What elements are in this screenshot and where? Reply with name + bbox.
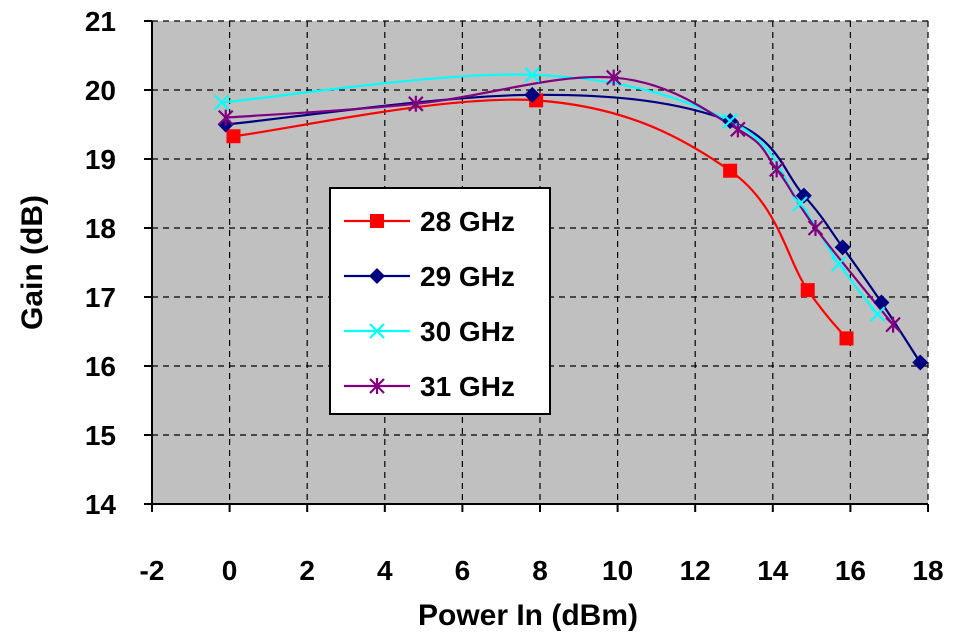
y-axis-title: Gain (dB): [16, 195, 49, 330]
data-point-31-ghz: [768, 161, 785, 178]
legend-marker-28-ghz: [370, 214, 384, 228]
legend-label-30-ghz: 30 GHz: [420, 316, 515, 347]
x-tick-label: 2: [299, 555, 315, 586]
data-point-30-ghz: [830, 256, 847, 272]
x-tick-labels: -2 0 2 4 6 8 10 12 14 16 18: [140, 555, 944, 586]
y-tick-label: 16: [85, 351, 116, 382]
data-point-31-ghz: [730, 121, 746, 138]
x-tick-label: 10: [602, 555, 633, 586]
y-tick-label: 15: [85, 420, 116, 451]
data-point-28-ghz: [226, 129, 241, 144]
series-markers-30-ghz: [214, 67, 886, 323]
x-tick-label: -2: [140, 555, 165, 586]
legend: 28 GHz 29 GHz 30 GHz 31 GHz: [329, 187, 551, 415]
data-point-28-ghz: [839, 331, 854, 346]
legend-label-29-ghz: 29 GHz: [420, 261, 515, 292]
data-point-29-ghz: [873, 294, 890, 311]
legend-marker-30-ghz: [369, 323, 385, 339]
y-tick-label: 14: [85, 489, 117, 520]
x-tick-label: 14: [757, 555, 789, 586]
y-tick-label: 17: [85, 282, 116, 313]
legend-label-31-ghz: 31 GHz: [420, 371, 515, 402]
data-point-30-ghz: [792, 196, 808, 212]
legend-marker-29-ghz: [369, 268, 385, 284]
legend-label-28-ghz: 28 GHz: [420, 206, 515, 237]
x-tick-label: 6: [455, 555, 471, 586]
x-tick-label: 18: [912, 555, 943, 586]
data-point-29-ghz: [524, 86, 541, 103]
y-tick-labels: 14 15 16 17 18 19 20 21: [85, 6, 117, 520]
data-point-28-ghz: [800, 283, 815, 298]
data-point-31-ghz: [807, 220, 824, 236]
x-tick-label: 4: [377, 555, 393, 586]
data-point-31-ghz: [885, 316, 901, 333]
legend-box: [329, 187, 551, 415]
data-point-30-ghz: [214, 94, 230, 111]
x-tick-label: 12: [680, 555, 711, 586]
data-point-29-ghz: [795, 187, 812, 204]
data-point-29-ghz: [912, 354, 929, 371]
data-point-31-ghz: [408, 95, 424, 112]
series-markers: [214, 67, 929, 371]
legend-marker-31-ghz: [369, 378, 385, 394]
data-point-28-ghz: [723, 163, 738, 178]
data-point-29-ghz: [834, 239, 851, 256]
y-tick-label: 19: [85, 144, 116, 175]
series-markers-31-ghz: [217, 69, 901, 333]
data-point-31-ghz: [605, 69, 622, 86]
axes: [144, 20, 929, 512]
y-tick-label: 20: [85, 75, 116, 106]
data-point-30-ghz: [869, 306, 886, 323]
data-point-30-ghz: [524, 67, 541, 83]
x-axis-title: Power In (dBm): [418, 599, 638, 632]
x-tick-label: 0: [222, 555, 238, 586]
y-tick-label: 21: [85, 6, 116, 37]
x-tick-label: 16: [835, 555, 866, 586]
x-tick-label: 8: [532, 555, 548, 586]
y-tick-label: 18: [85, 213, 116, 244]
data-point-31-ghz: [217, 109, 234, 126]
